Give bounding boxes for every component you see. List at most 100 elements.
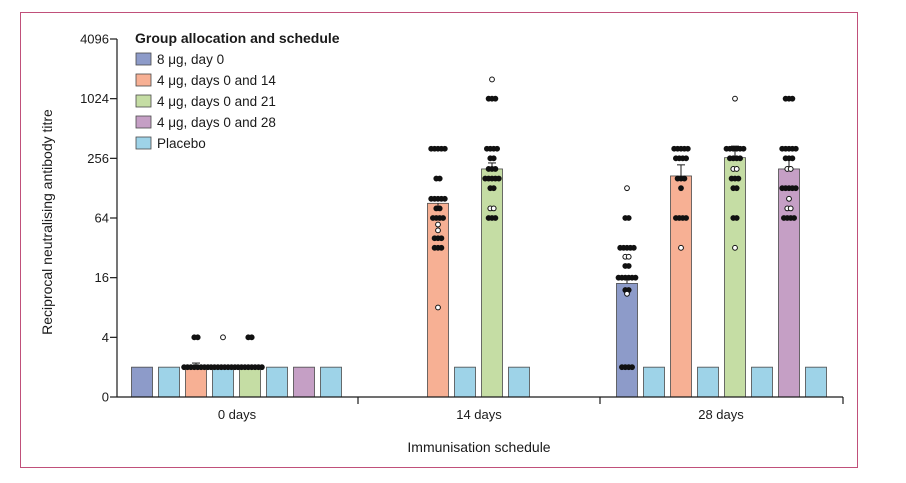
bar-28-days-14 [670, 175, 692, 398]
data-point [683, 215, 689, 221]
data-point [490, 155, 497, 162]
data-point [435, 221, 441, 228]
bar-28-days-19 [805, 366, 827, 398]
data-point [435, 304, 441, 311]
data-point [490, 185, 497, 192]
bar-28-days-17 [751, 366, 773, 398]
bar-14-days-11 [508, 366, 530, 398]
data-point [624, 290, 630, 297]
x-tick-label: 14 days [456, 407, 502, 422]
legend-label: 8 μg, day 0 [157, 52, 224, 67]
data-point [441, 195, 448, 202]
data-point [789, 155, 796, 162]
bar-0-days-0 [131, 366, 153, 398]
data-point [440, 215, 447, 221]
data-point [220, 334, 226, 341]
data-point [732, 244, 738, 251]
y-tick-label: 64 [95, 211, 109, 226]
data-point [789, 95, 796, 102]
bar-14-days-9 [454, 366, 476, 398]
data-point [490, 205, 497, 212]
data-point [436, 175, 443, 182]
legend-label: Placebo [157, 136, 206, 151]
data-point [792, 185, 799, 192]
legend-items: 8 μg, day 0 4 μg, days 0 and 14 4 μg, days… [135, 52, 276, 151]
y-tick-label: 4096 [80, 32, 109, 47]
bar-0-days-7 [320, 366, 342, 398]
y-tick-label: 4 [102, 330, 109, 345]
data-point [787, 205, 794, 212]
data-point [740, 145, 747, 152]
x-tick-label: 28 days [698, 407, 744, 422]
bar-0-days-1 [158, 366, 180, 398]
bar-0-days-3 [212, 366, 234, 398]
bar-28-days-12 [616, 283, 638, 398]
bar-14-days-10 [481, 168, 503, 398]
data-point [786, 195, 792, 202]
legend-swatch [135, 115, 152, 129]
data-point [492, 166, 499, 172]
y-tick-label: 0 [102, 390, 109, 405]
bar-28-days-18 [778, 168, 800, 398]
legend-label: 4 μg, days 0 and 28 [157, 115, 276, 130]
data-point [787, 166, 794, 172]
data-point [678, 244, 684, 251]
y-axis-label: Reciprocal neutralising antibody titre [39, 109, 55, 335]
data-point [438, 235, 445, 242]
data-point [625, 215, 632, 221]
bar-28-days-13 [643, 366, 665, 398]
bar-28-days-16 [724, 157, 746, 398]
data-point [681, 175, 688, 182]
bars-layer [131, 145, 827, 398]
data-point [791, 215, 797, 221]
data-point [630, 244, 637, 251]
y-tick-label: 1024 [80, 91, 109, 106]
legend-label: 4 μg, days 0 and 14 [157, 73, 276, 88]
axes-layer: 0 4 16 64 256 1024 4096 0 days 14 days 28 days [80, 32, 844, 422]
data-point [624, 185, 630, 192]
data-point [732, 95, 738, 102]
data-point [248, 334, 255, 341]
data-point [733, 185, 740, 192]
data-point [495, 175, 502, 182]
data-point [625, 263, 632, 269]
bar-0-days-5 [266, 366, 288, 398]
data-point [735, 175, 742, 182]
data-point [737, 155, 743, 162]
data-point [684, 145, 691, 152]
legend-swatch [135, 136, 152, 150]
data-point [629, 364, 635, 371]
bar-28-days-15 [697, 366, 719, 398]
bar-0-days-4 [239, 366, 261, 398]
figure-frame [20, 12, 858, 468]
legend-title: Group allocation and schedule [135, 30, 340, 46]
x-axis-label: Immunisation schedule [407, 439, 550, 455]
data-point [259, 364, 265, 371]
legend: Group allocation and schedule 8 μg, day … [135, 30, 340, 151]
data-point [492, 215, 499, 221]
y-tick-label: 256 [87, 151, 109, 166]
legend-swatch [135, 94, 152, 108]
bar-0-days-6 [293, 366, 315, 398]
legend-swatch [135, 52, 152, 66]
bar-0-days-2 [185, 366, 207, 398]
data-point [489, 76, 495, 83]
x-tick-label: 0 days [218, 407, 257, 422]
data-point [435, 227, 441, 234]
data-point [436, 205, 443, 212]
legend-swatch [135, 73, 152, 87]
data-point [733, 215, 740, 221]
data-point [438, 244, 445, 251]
data-point [632, 274, 639, 281]
data-point [194, 334, 201, 341]
data-point [683, 155, 689, 162]
data-point [441, 145, 448, 152]
data-point [678, 185, 684, 192]
y-tick-label: 16 [95, 270, 109, 285]
points-layer [181, 76, 799, 371]
data-point [492, 95, 499, 102]
data-point [792, 145, 799, 152]
data-point [625, 253, 632, 260]
data-point [494, 145, 501, 152]
